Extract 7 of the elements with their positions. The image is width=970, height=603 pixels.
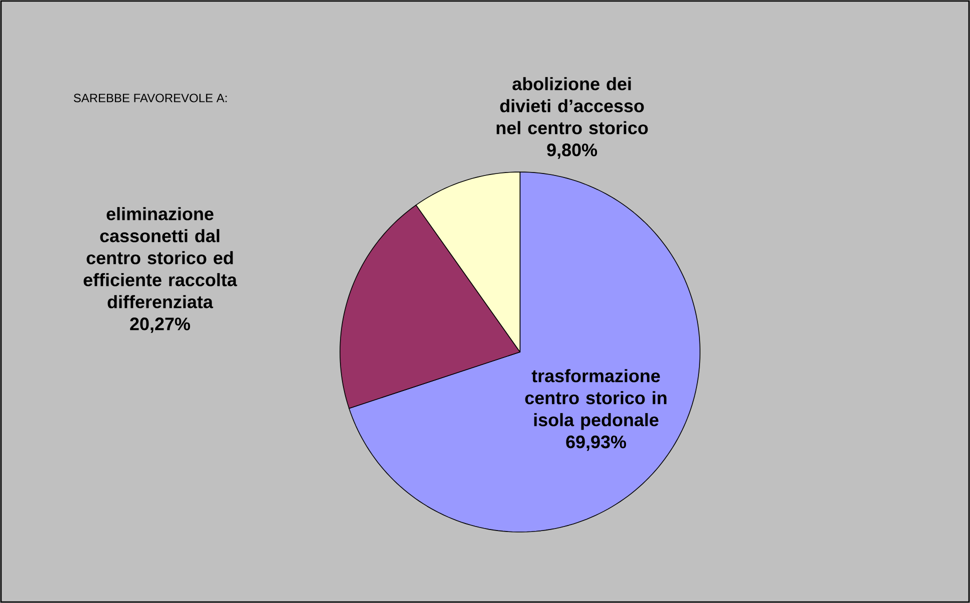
text: SAREBBE FAVOREVOLE A:: [74, 94, 227, 102]
slice-label: abolizione dei divieti d’accesso nel centro storico: [496, 77, 648, 134]
slice-label: trasformazione centro storico in isola pedonale: [525, 369, 666, 430]
data-label: 9,80%: [547, 144, 598, 159]
data-label: 20,27%: [130, 318, 190, 333]
data-label: 69,93%: [566, 436, 626, 451]
slice-label: eliminazione cassonetti dal centro storico ed efficiente raccolta differenziata: [84, 207, 238, 308]
